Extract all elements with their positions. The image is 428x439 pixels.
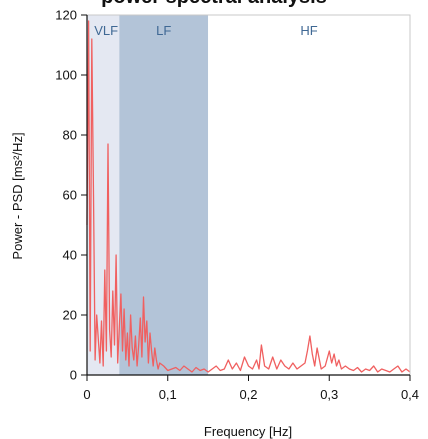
x-tick-label: 0,1 <box>159 387 177 402</box>
y-tick-label: 0 <box>70 368 77 383</box>
series-line-0 <box>86 20 411 373</box>
x-tick-label: 0,4 <box>401 387 419 402</box>
band-label-lf: LF <box>156 23 171 38</box>
frequency-bands <box>87 15 410 375</box>
y-tick-label: 80 <box>63 128 77 143</box>
band-lf <box>119 15 209 375</box>
x-tick-label: 0,2 <box>239 387 257 402</box>
y-tick-label: 40 <box>63 248 77 263</box>
series-layer <box>86 20 411 373</box>
band-label-vlf: VLF <box>94 23 118 38</box>
band-label-hf: HF <box>300 23 317 38</box>
x-tick-label: 0,3 <box>320 387 338 402</box>
chart-title: power spectral analysis <box>0 0 428 9</box>
y-tick-label: 20 <box>63 308 77 323</box>
x-tick-label: 0 <box>83 387 90 402</box>
band-labels: VLF LF HF <box>94 23 318 38</box>
x-axis-title: Frequency [Hz] <box>204 424 292 439</box>
band-hf <box>208 15 410 375</box>
axis-ticks: 0 20 40 60 80 100 120 0 0,1 0,2 0,3 0,4 <box>55 8 419 403</box>
y-tick-label: 60 <box>63 188 77 203</box>
y-tick-label: 120 <box>55 8 77 23</box>
y-tick-label: 100 <box>55 68 77 83</box>
y-axis-title: Power - PSD [ms²/Hz] <box>10 132 25 259</box>
